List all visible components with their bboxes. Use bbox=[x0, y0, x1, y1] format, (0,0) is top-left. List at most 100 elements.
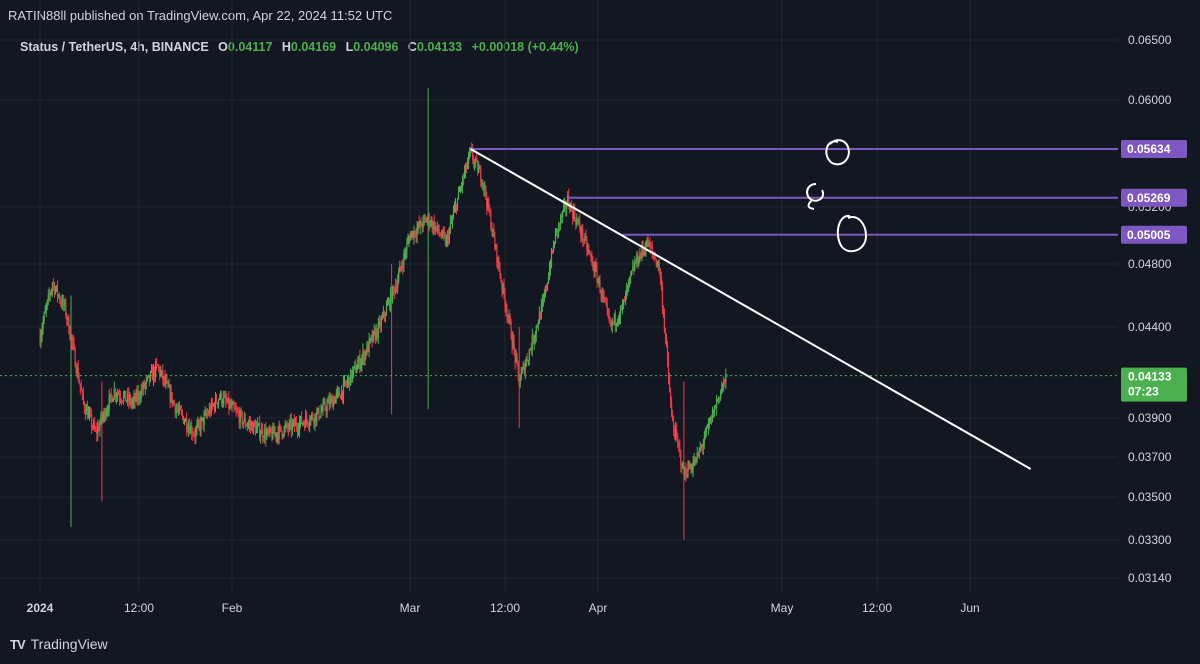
candle bbox=[706, 423, 708, 429]
candle bbox=[231, 399, 233, 412]
candle bbox=[221, 390, 223, 407]
candle bbox=[321, 405, 323, 413]
candle bbox=[640, 252, 642, 260]
candle bbox=[299, 416, 302, 429]
candle bbox=[598, 276, 600, 288]
candle bbox=[184, 417, 187, 423]
price-axis-tick-label: 0.03300 bbox=[1128, 533, 1172, 547]
candle bbox=[519, 374, 521, 389]
tradingview-brand[interactable]: TV TradingView bbox=[10, 636, 108, 652]
candle bbox=[283, 425, 285, 438]
candle bbox=[142, 380, 144, 397]
candle bbox=[65, 297, 67, 319]
candle bbox=[226, 393, 228, 405]
candle bbox=[192, 427, 194, 441]
candle bbox=[71, 334, 73, 350]
candle bbox=[529, 347, 531, 351]
candle bbox=[225, 390, 227, 408]
candle bbox=[383, 310, 385, 323]
candle bbox=[395, 278, 397, 295]
candle bbox=[61, 295, 63, 309]
candle bbox=[295, 416, 297, 432]
candle bbox=[371, 329, 373, 348]
candle bbox=[302, 422, 304, 427]
candle bbox=[260, 430, 262, 444]
candle bbox=[190, 422, 192, 434]
candle bbox=[351, 369, 353, 383]
candle bbox=[426, 216, 428, 226]
candle bbox=[44, 305, 46, 314]
candle bbox=[707, 418, 709, 436]
candle bbox=[531, 328, 533, 357]
time-axis[interactable]: 2024 12:00 Feb Mar 12:00 Apr May 12:00 Jun bbox=[27, 601, 980, 615]
candle bbox=[308, 422, 310, 431]
candle bbox=[496, 243, 498, 268]
candle bbox=[605, 296, 607, 307]
candle bbox=[527, 359, 529, 366]
candle bbox=[75, 361, 77, 375]
candle bbox=[458, 186, 461, 192]
candle bbox=[206, 408, 208, 420]
candle bbox=[518, 327, 520, 428]
candle bbox=[41, 322, 43, 343]
level-price-label: 0.05005 bbox=[1127, 228, 1171, 242]
candle bbox=[253, 420, 256, 428]
candle bbox=[530, 342, 532, 355]
candle bbox=[457, 186, 460, 200]
level-price-badge[interactable]: 0.05269 bbox=[1121, 188, 1187, 207]
candle bbox=[463, 172, 465, 186]
candle bbox=[198, 419, 200, 432]
candle bbox=[341, 390, 344, 404]
candle bbox=[725, 368, 727, 389]
candle bbox=[229, 399, 231, 411]
candle bbox=[92, 424, 94, 431]
candle bbox=[660, 271, 662, 291]
candle bbox=[489, 204, 491, 217]
candle bbox=[444, 231, 446, 247]
candle bbox=[304, 419, 306, 431]
candle bbox=[380, 314, 382, 333]
candle bbox=[536, 323, 538, 329]
time-axis-tick-label: Apr bbox=[589, 601, 608, 615]
symbol-name[interactable]: Status / TetherUS, 4h, BINANCE bbox=[20, 40, 209, 54]
price-axis-tick-label: 0.06000 bbox=[1128, 93, 1172, 107]
candle bbox=[481, 179, 483, 189]
level-price-badge[interactable]: 0.05005 bbox=[1121, 225, 1187, 244]
candle bbox=[267, 428, 269, 436]
candle bbox=[423, 214, 425, 226]
candle bbox=[709, 416, 711, 424]
candle bbox=[118, 388, 121, 406]
candle bbox=[197, 416, 199, 429]
candle bbox=[617, 315, 619, 327]
candle bbox=[451, 214, 454, 229]
candle bbox=[80, 379, 82, 391]
price-axis-tick-label: 0.03700 bbox=[1128, 450, 1172, 464]
candle bbox=[379, 316, 381, 334]
level-price-label: 0.05269 bbox=[1127, 191, 1171, 205]
candle bbox=[548, 261, 551, 281]
candle bbox=[718, 396, 720, 404]
candle bbox=[689, 461, 691, 470]
candle bbox=[683, 381, 685, 540]
candle bbox=[382, 305, 384, 318]
candle bbox=[164, 370, 166, 387]
candle bbox=[316, 407, 318, 426]
candle bbox=[345, 380, 347, 387]
candle bbox=[303, 420, 305, 426]
level-price-badge[interactable]: 0.05634 bbox=[1121, 139, 1187, 158]
candle bbox=[632, 259, 634, 272]
price-axis[interactable]: 0.065000.060000.052000.048000.044000.039… bbox=[1121, 33, 1187, 585]
candle bbox=[613, 312, 615, 326]
candle bbox=[349, 376, 351, 392]
candle bbox=[352, 366, 354, 383]
candle bbox=[412, 231, 414, 240]
candle bbox=[59, 292, 61, 304]
descending-trendline[interactable] bbox=[470, 148, 1032, 470]
candle bbox=[445, 234, 447, 248]
candle bbox=[402, 258, 404, 275]
candle bbox=[684, 466, 686, 480]
candle bbox=[227, 397, 229, 404]
candle bbox=[722, 383, 724, 393]
